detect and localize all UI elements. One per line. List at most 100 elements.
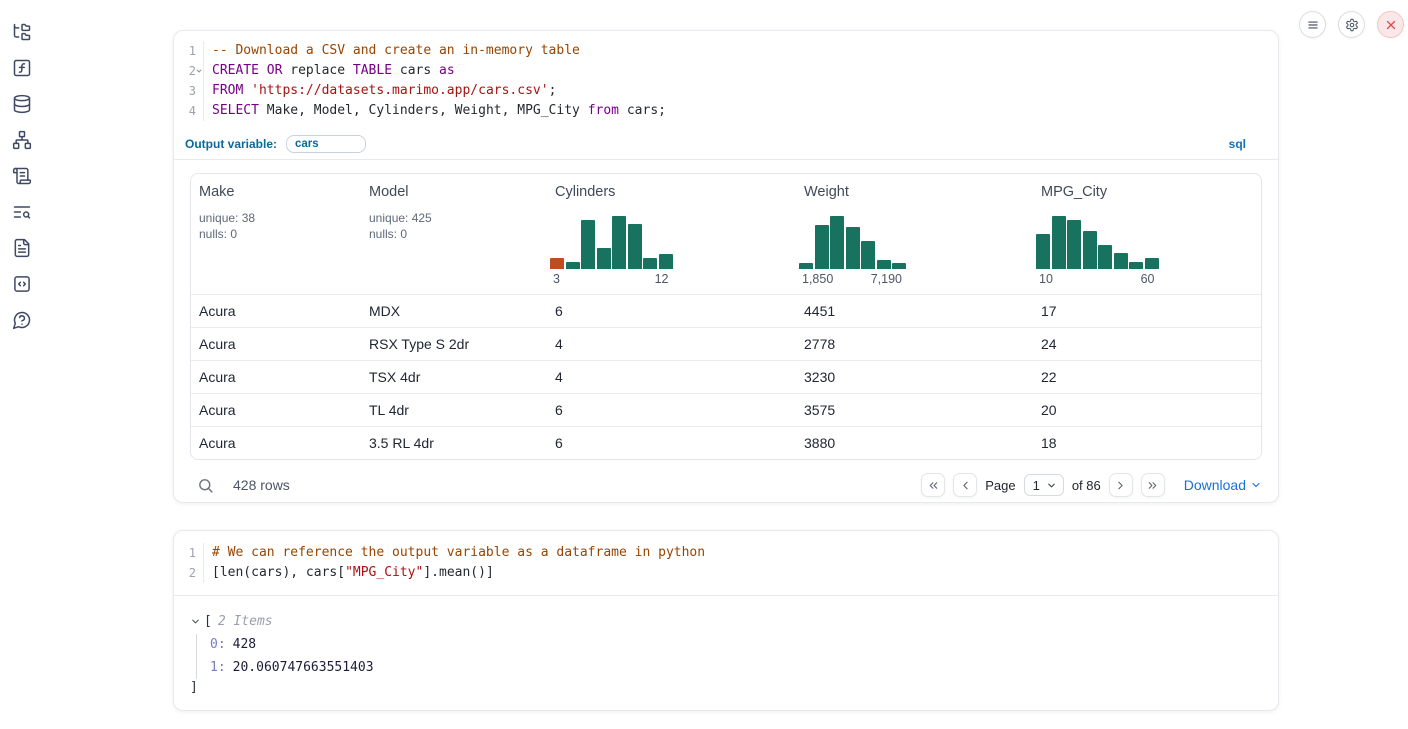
- next-page-button[interactable]: [1109, 473, 1133, 497]
- table-cell: 2778: [796, 328, 1033, 360]
- settings-button[interactable]: [1338, 11, 1365, 38]
- code-token: cars: [392, 63, 439, 78]
- column-histogram[interactable]: 312: [550, 213, 673, 286]
- table-cell: 4451: [796, 295, 1033, 327]
- code-line[interactable]: # We can reference the output variable a…: [212, 543, 1278, 563]
- table-row[interactable]: Acura3.5 RL 4dr6388018: [191, 426, 1261, 459]
- code-line[interactable]: -- Download a CSV and create an in-memor…: [212, 41, 1278, 61]
- tree-entry-value: 20.060747663551403: [233, 660, 374, 675]
- sidebar-item-help[interactable]: [12, 310, 32, 330]
- first-page-button[interactable]: [921, 473, 945, 497]
- axis-tick-label: 60: [1141, 272, 1155, 286]
- chevrons-left-icon: [927, 479, 940, 492]
- code-line[interactable]: [len(cars), cars["MPG_City"].mean()]: [212, 563, 1278, 583]
- histogram-bar: [1129, 262, 1143, 269]
- table-row[interactable]: AcuraRSX Type S 2dr4277824: [191, 327, 1261, 360]
- histogram-bar: [861, 241, 875, 269]
- histogram-bar: [550, 258, 564, 269]
- file-tree-icon: [12, 22, 32, 42]
- histogram-bars: [799, 213, 906, 269]
- page-label: Page: [985, 478, 1015, 493]
- tree-entry: 0: 428: [210, 634, 1262, 657]
- chevron-down-icon: [1250, 479, 1262, 491]
- list-search-icon: [12, 202, 32, 222]
- notebook-actions: [1299, 11, 1404, 38]
- code-line[interactable]: FROM 'https://datasets.marimo.app/cars.c…: [212, 81, 1278, 101]
- column-header-weight[interactable]: Weight1,8507,190: [796, 174, 1033, 294]
- sql-code-editor[interactable]: 1234 -- Download a CSV and create an in-…: [174, 31, 1278, 129]
- python-gutter: 12: [174, 543, 204, 583]
- tree-entry-key: 0:: [210, 637, 226, 652]
- python-output: [ 2 Items 0:4281:20.060747663551403 ]: [174, 596, 1278, 707]
- fold-chevron-icon[interactable]: [195, 67, 203, 75]
- table-header: Makeunique: 38nulls: 0Modelunique: 425nu…: [191, 174, 1261, 294]
- sidebar-item-tracebacks[interactable]: [12, 202, 32, 222]
- table-cell: TL 4dr: [361, 394, 547, 426]
- shutdown-button[interactable]: [1377, 11, 1404, 38]
- axis-tick-label: 3: [553, 272, 560, 286]
- sidebar-item-dependencies[interactable]: [12, 130, 32, 150]
- sidebar-item-logs[interactable]: [12, 166, 32, 186]
- collapse-chevron-icon[interactable]: [190, 616, 201, 627]
- histogram-bars: [1036, 213, 1159, 269]
- table-row[interactable]: AcuraTL 4dr6357520: [191, 393, 1261, 426]
- code-token: "MPG_City": [345, 565, 423, 580]
- line-number: 4: [174, 101, 203, 121]
- python-code[interactable]: # We can reference the output variable a…: [204, 543, 1278, 583]
- python-code-editor[interactable]: 12 # We can reference the output variabl…: [174, 531, 1278, 595]
- code-line[interactable]: SELECT Make, Model, Cylinders, Weight, M…: [212, 101, 1278, 121]
- histogram-bar: [628, 224, 642, 269]
- sidebar-item-variables[interactable]: [12, 58, 32, 78]
- column-header-make[interactable]: Makeunique: 38nulls: 0: [191, 174, 361, 294]
- output-variable-input[interactable]: [286, 135, 366, 153]
- column-histogram[interactable]: 1,8507,190: [799, 213, 906, 286]
- column-header-mpg_city[interactable]: MPG_City 10 60: [1033, 174, 1261, 294]
- gear-icon: [1345, 18, 1359, 32]
- sidebar-item-documentation[interactable]: [12, 238, 32, 258]
- column-header-cylinders[interactable]: Cylinders312: [547, 174, 796, 294]
- previous-page-button[interactable]: [953, 473, 977, 497]
- sidebar-item-file-explorer[interactable]: [12, 22, 32, 42]
- sidebar-item-datasources[interactable]: [12, 94, 32, 114]
- sql-cell: 1234 -- Download a CSV and create an in-…: [173, 30, 1279, 503]
- code-line[interactable]: CREATE OR replace TABLE cars as: [212, 61, 1278, 81]
- chevron-down-icon: [1046, 480, 1057, 491]
- line-number: 3: [174, 81, 203, 101]
- histogram-axis-labels: 312: [550, 272, 673, 286]
- column-stat: unique: 38: [199, 210, 353, 226]
- last-page-button[interactable]: [1141, 473, 1165, 497]
- histogram-bar: [1067, 220, 1081, 269]
- search-icon[interactable]: [197, 477, 214, 494]
- table-cell: 20: [1033, 394, 1261, 426]
- column-header-model[interactable]: Modelunique: 425nulls: 0: [361, 174, 547, 294]
- histogram-bar: [892, 263, 906, 269]
- column-histogram[interactable]: 10 60: [1036, 213, 1159, 286]
- axis-tick-label: 7,190: [871, 272, 902, 286]
- sql-code[interactable]: -- Download a CSV and create an in-memor…: [204, 41, 1278, 121]
- table-cell: 3880: [796, 427, 1033, 459]
- download-button[interactable]: Download: [1184, 477, 1262, 493]
- code-token: cars;: [619, 103, 666, 118]
- tree-entry: 1:20.060747663551403: [210, 657, 1262, 680]
- histogram-bar: [643, 258, 657, 269]
- page-select[interactable]: 1: [1024, 474, 1064, 496]
- code-token: SELECT: [212, 103, 259, 118]
- table-row[interactable]: AcuraTSX 4dr4323022: [191, 360, 1261, 393]
- table-cell: 17: [1033, 295, 1261, 327]
- tree-root: [ 2 Items: [190, 610, 1262, 632]
- code-token: ;: [549, 83, 557, 98]
- tree-entry-value: 428: [233, 637, 256, 652]
- histogram-bar: [581, 220, 595, 269]
- menu-icon: [1306, 18, 1320, 32]
- code-token: from: [588, 103, 619, 118]
- sidebar-item-snippets[interactable]: [12, 274, 32, 294]
- table-row[interactable]: AcuraMDX6445117: [191, 294, 1261, 327]
- column-name: MPG_City: [1041, 184, 1253, 200]
- menu-button[interactable]: [1299, 11, 1326, 38]
- network-icon: [12, 130, 32, 150]
- table-cell: Acura: [191, 295, 361, 327]
- table-cell: 3.5 RL 4dr: [361, 427, 547, 459]
- code-token: -- Download a CSV and create an in-memor…: [212, 43, 580, 58]
- histogram-bar: [846, 227, 860, 269]
- axis-tick-label: 10: [1039, 272, 1053, 286]
